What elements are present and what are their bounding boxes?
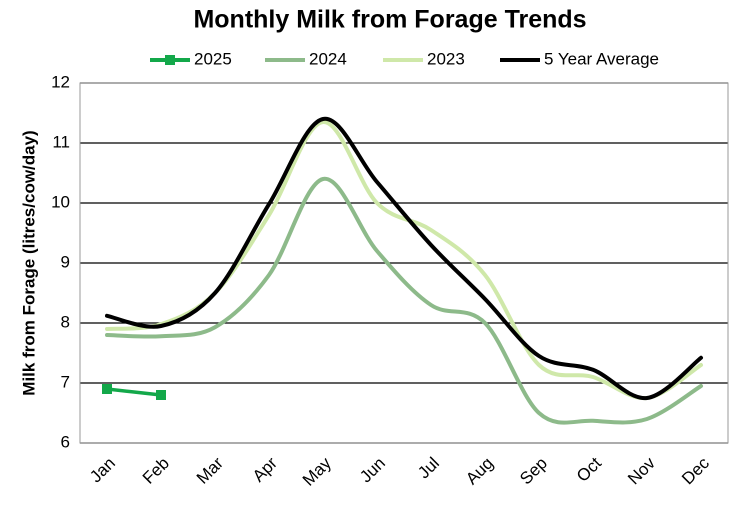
- x-tick-label: Apr: [249, 453, 281, 485]
- y-tick-label: 7: [61, 372, 70, 391]
- legend-label: 2024: [309, 49, 347, 68]
- y-tick-label: 12: [51, 72, 70, 91]
- x-tick-label: Jun: [356, 454, 389, 487]
- series-line: [105, 116, 703, 401]
- marker: [156, 390, 166, 400]
- x-tick-label: Mar: [193, 453, 227, 487]
- y-tick-label: 10: [51, 192, 70, 211]
- chart-title: Monthly Milk from Forage Trends: [193, 6, 586, 34]
- legend-label: 5 Year Average: [544, 49, 659, 68]
- y-tick-label: 8: [61, 312, 70, 331]
- series-line: [105, 176, 703, 425]
- x-tick-label: Sep: [516, 454, 551, 489]
- x-tick-label: Jul: [414, 454, 443, 483]
- x-tick-label: Dec: [678, 453, 713, 488]
- legend-label: 2023: [427, 49, 465, 68]
- marker: [102, 384, 112, 394]
- x-tick-label: Aug: [462, 454, 497, 489]
- legend-label: 2025: [194, 49, 232, 68]
- x-tick-label: May: [299, 453, 335, 489]
- plot-border: [79, 82, 729, 444]
- y-tick-label: 6: [61, 432, 70, 451]
- y-tick-label: 9: [61, 252, 70, 271]
- series-line: [105, 387, 163, 397]
- y-axis-title: Milk from Forage (litres/cow/day): [19, 130, 38, 395]
- legend-marker: [165, 55, 175, 65]
- x-tick-label: Oct: [573, 453, 605, 485]
- x-tick-label: Feb: [139, 454, 173, 488]
- y-tick-label: 11: [52, 132, 70, 151]
- series-line: [105, 120, 703, 401]
- x-tick-label: Nov: [624, 453, 659, 488]
- x-tick-label: Jan: [86, 454, 119, 487]
